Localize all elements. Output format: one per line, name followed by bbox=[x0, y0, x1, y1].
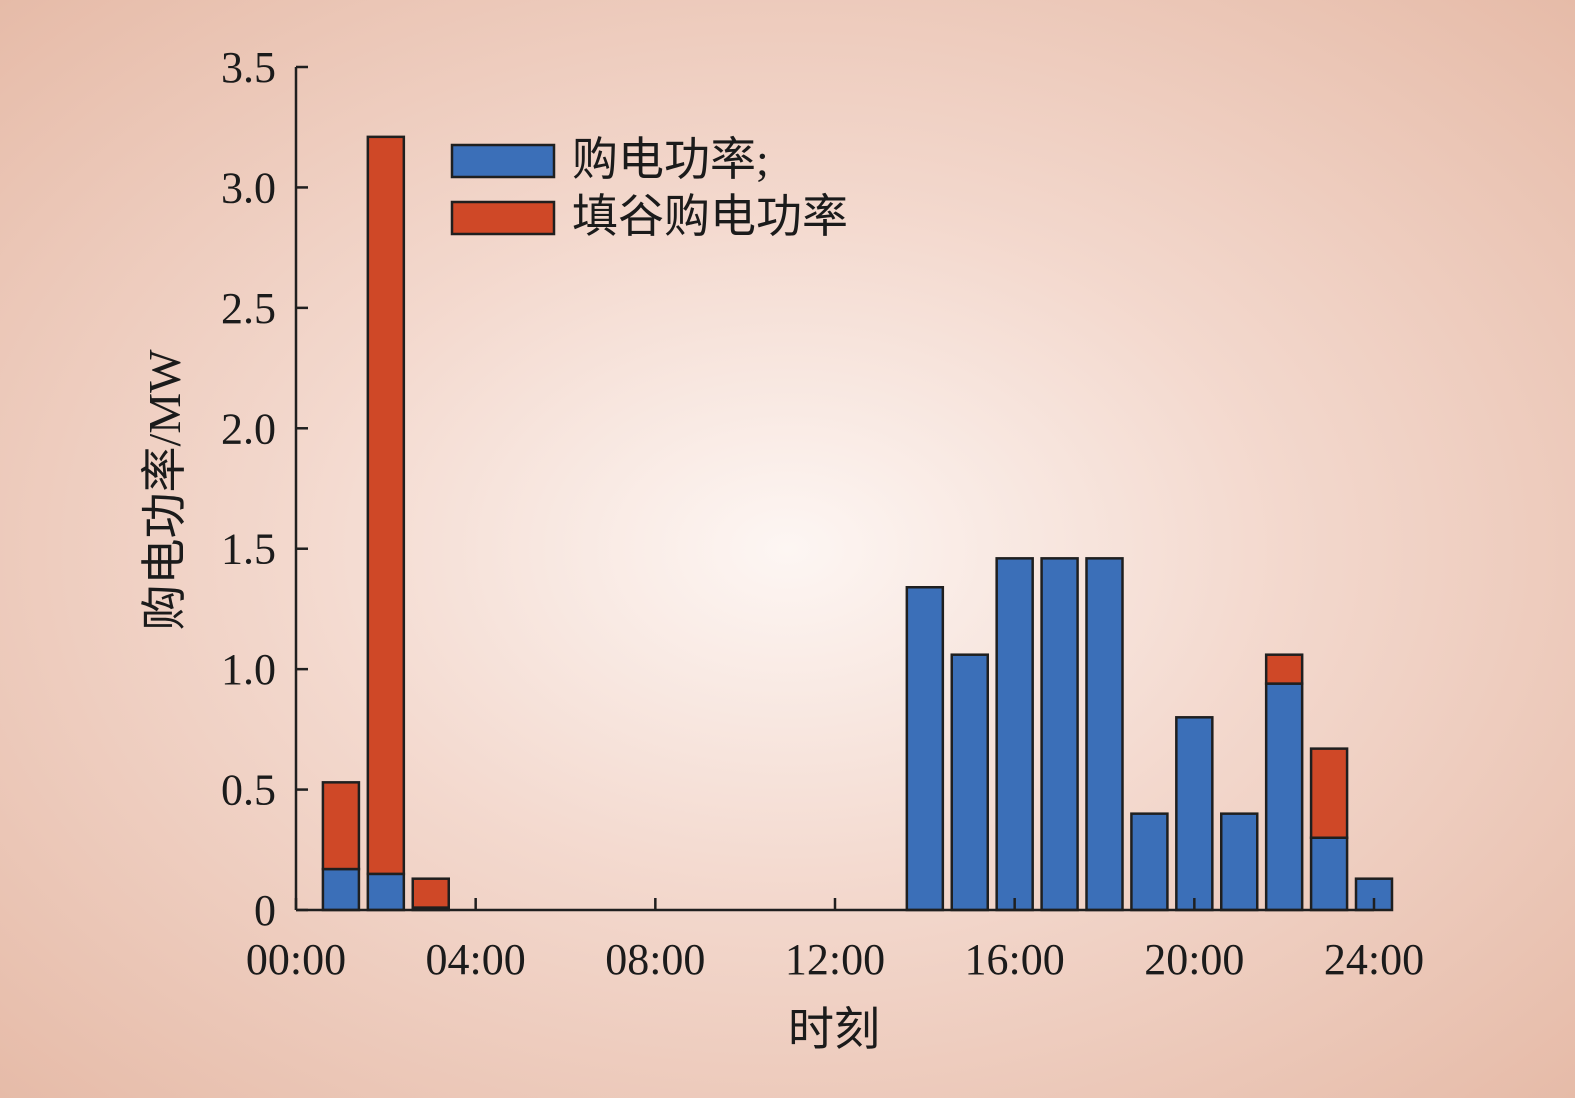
bar-purchase-15 bbox=[950, 653, 989, 912]
y-tick-label: 0.5 bbox=[221, 766, 276, 815]
y-tick-label: 0 bbox=[254, 886, 276, 935]
bar-purchase-1 bbox=[321, 867, 361, 912]
ticks-layer: 0 0.5 1.0 1.5 2.0 2.5 3.0 3.5 00:00 04:00 08:00 12:… bbox=[221, 43, 1424, 984]
bar-purchase-14 bbox=[905, 586, 945, 912]
legend-swatch-valley-fill bbox=[450, 200, 556, 236]
x-tick-label: 08:00 bbox=[605, 935, 705, 984]
bar-valley-fill-3 bbox=[411, 877, 450, 909]
legend-label-valley-fill: 填谷购电功率 bbox=[572, 191, 848, 242]
x-tick-label: 04:00 bbox=[426, 935, 526, 984]
bar-purchase-17 bbox=[1040, 557, 1079, 912]
y-tick-label: 3.0 bbox=[221, 163, 276, 212]
y-tick-label: 2.0 bbox=[221, 404, 276, 453]
bar-purchase-18 bbox=[1085, 557, 1124, 912]
x-tick-label: 16:00 bbox=[965, 935, 1065, 984]
bar-valley-fill-23 bbox=[1309, 747, 1349, 839]
x-axis-title: 时刻 bbox=[788, 1004, 880, 1055]
bar-valley-fill-1 bbox=[321, 781, 361, 871]
legend-label-purchase: 购电功率; bbox=[572, 134, 769, 185]
x-tick-label: 12:00 bbox=[785, 935, 885, 984]
y-tick-label: 2.5 bbox=[221, 284, 276, 333]
bar-purchase-2 bbox=[366, 872, 406, 912]
x-tick-label: 24:00 bbox=[1324, 935, 1424, 984]
y-axis-title: 购电功率/MW bbox=[139, 349, 190, 631]
bar-purchase-21 bbox=[1220, 812, 1259, 912]
bars-layer bbox=[321, 135, 1394, 912]
bar-purchase-19 bbox=[1130, 812, 1169, 912]
bar-purchase-20 bbox=[1175, 716, 1214, 912]
bar-purchase-23 bbox=[1309, 836, 1349, 912]
y-tick-label: 1.5 bbox=[221, 525, 276, 574]
x-tick-label: 00:00 bbox=[246, 935, 346, 984]
bar-purchase-16 bbox=[995, 557, 1034, 912]
y-tick-label: 1.0 bbox=[221, 645, 276, 694]
bar-valley-fill-2 bbox=[366, 135, 406, 876]
legend-swatch-purchase bbox=[450, 143, 556, 179]
bar-purchase-24 bbox=[1354, 877, 1394, 912]
y-tick-label: 3.5 bbox=[221, 43, 276, 92]
x-tick-label: 20:00 bbox=[1144, 935, 1244, 984]
bar-purchase-22 bbox=[1264, 682, 1304, 912]
bar-valley-fill-22 bbox=[1264, 653, 1304, 685]
legend: 购电功率; 填谷购电功率 bbox=[450, 134, 848, 242]
